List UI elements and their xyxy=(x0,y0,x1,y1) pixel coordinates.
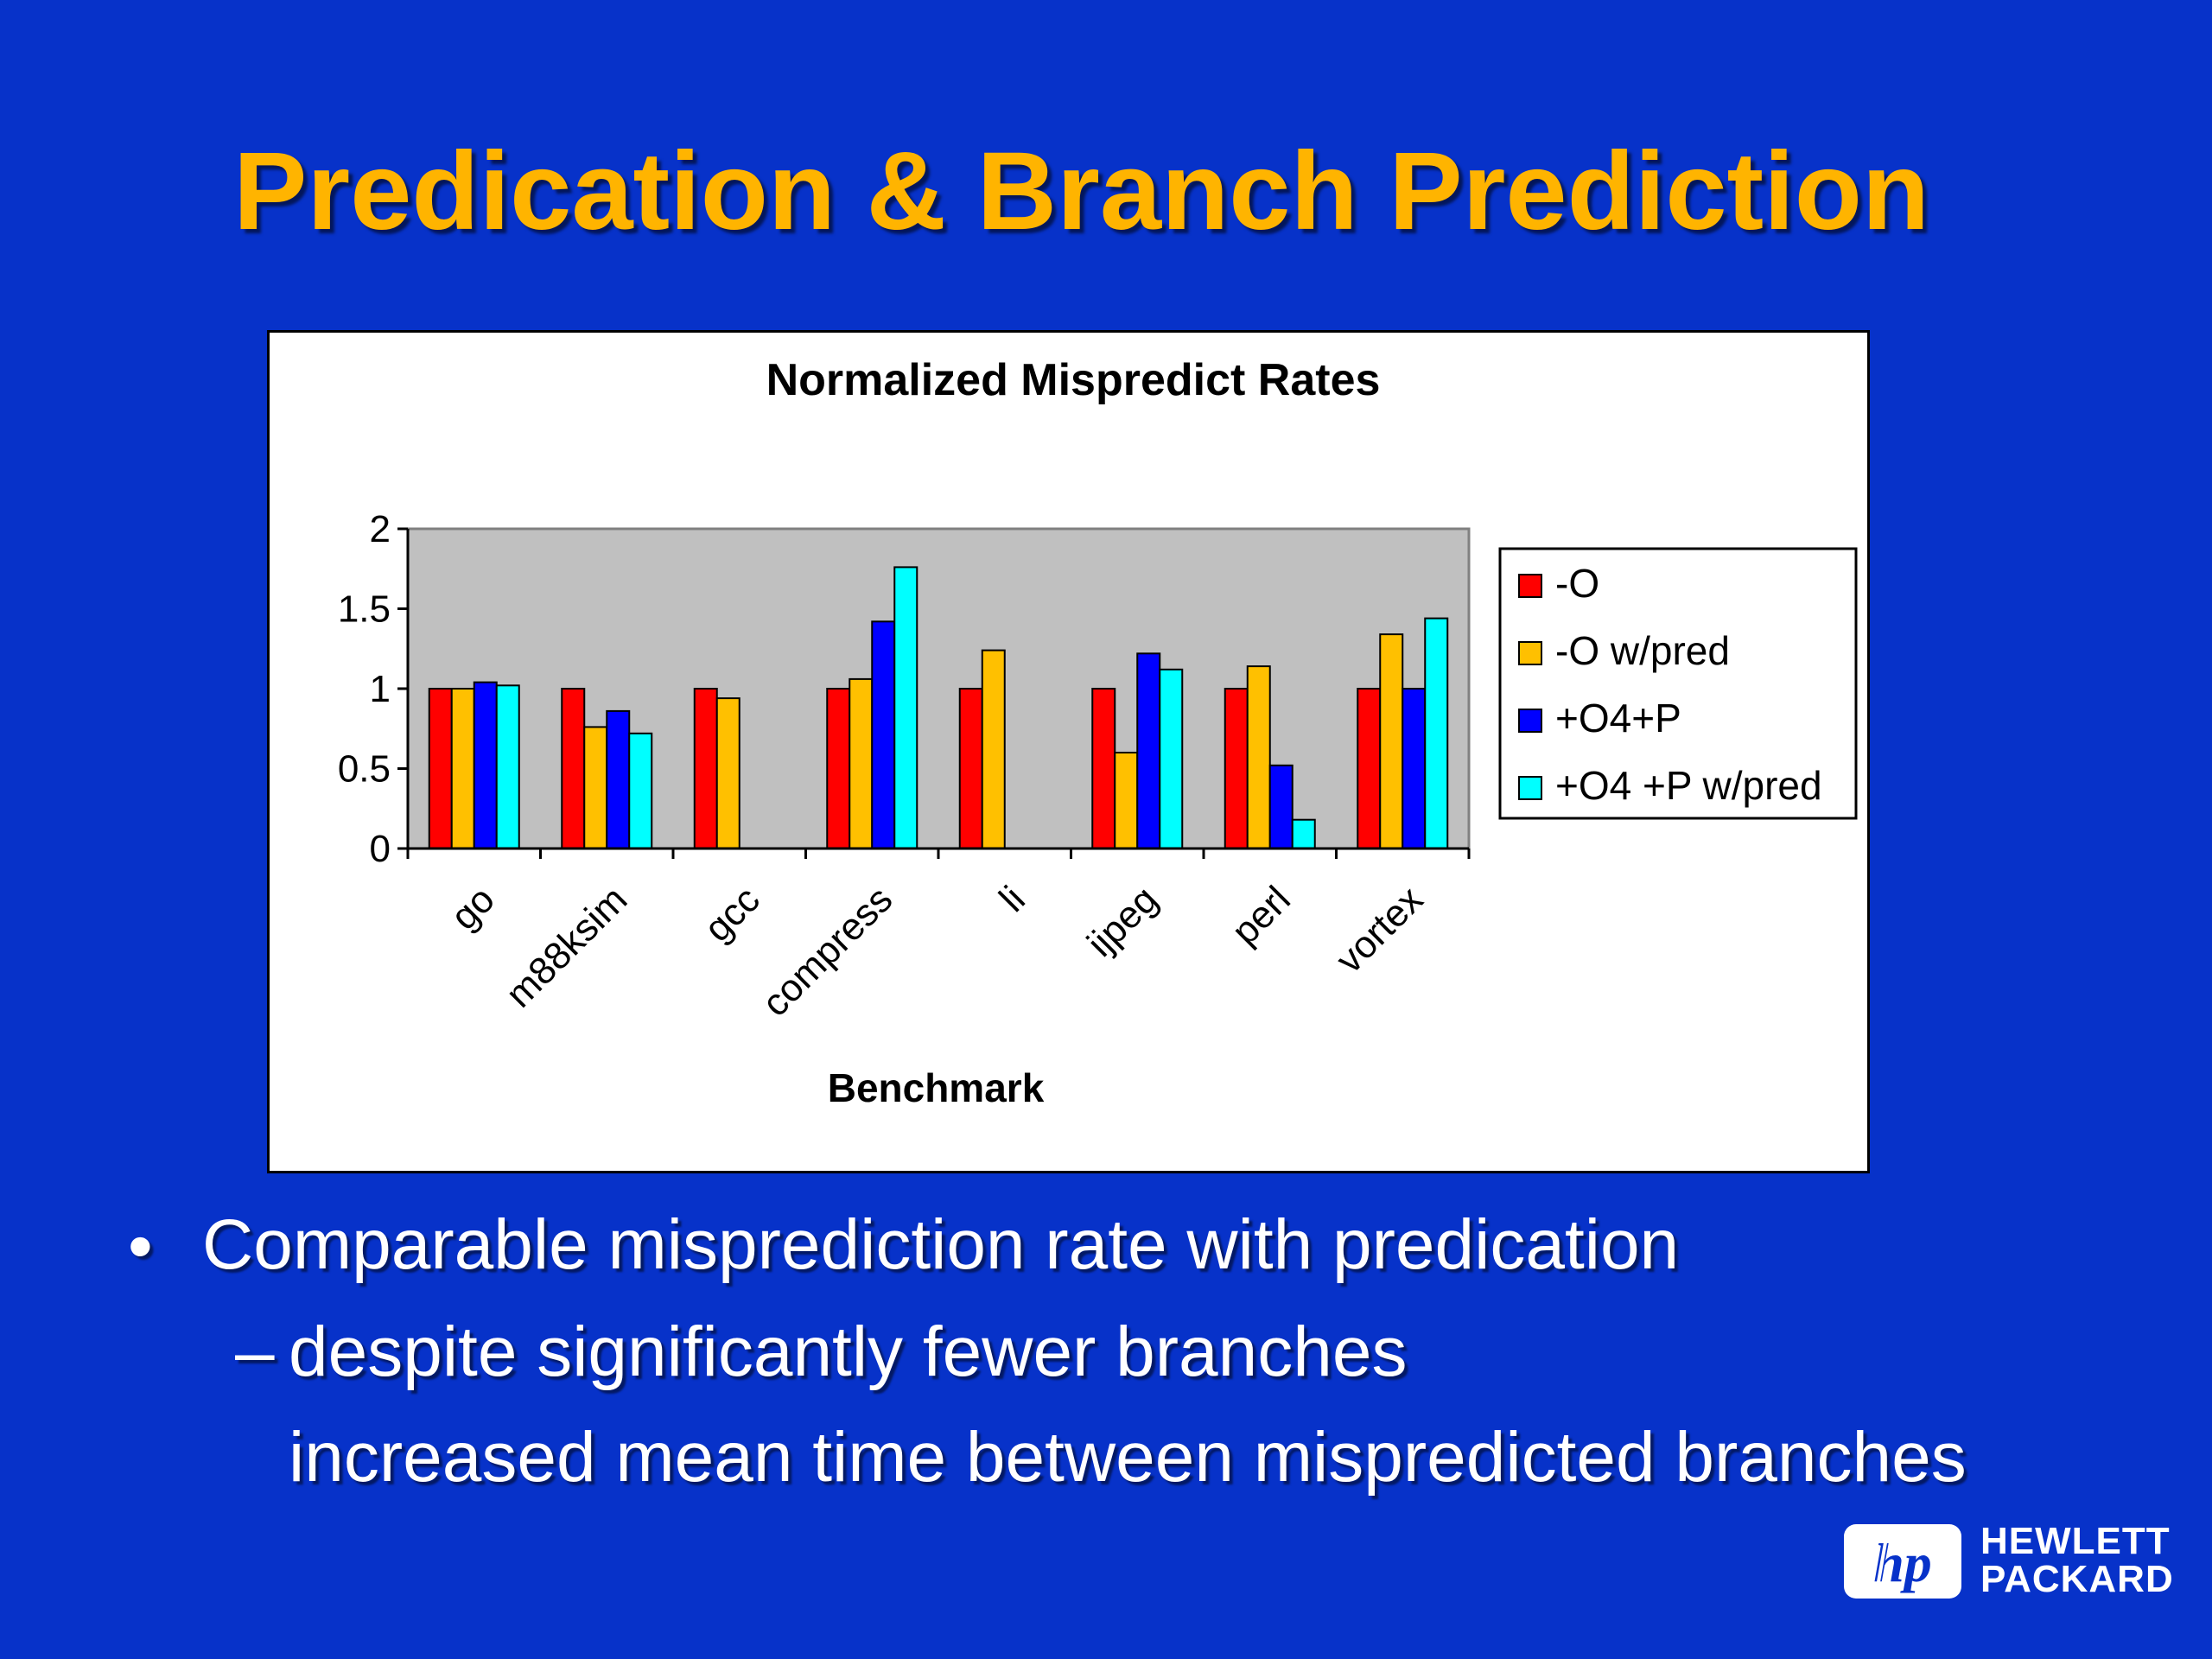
legend-swatch xyxy=(1518,776,1542,800)
legend-swatch xyxy=(1518,709,1542,733)
x-tick-label: go xyxy=(443,878,503,938)
x-tick-label: compress xyxy=(754,878,901,1025)
logo-text-line2: PACKARD xyxy=(1980,1558,2174,1600)
legend-label: +O4 +P w/pred xyxy=(1555,763,1822,808)
mispredict-rates-chart: Normalized Mispredict Rates Benchmark 0 0… xyxy=(338,355,1858,1110)
bar xyxy=(1246,665,1271,849)
bar xyxy=(893,566,918,849)
bar xyxy=(1091,688,1116,849)
bar xyxy=(1136,652,1161,849)
y-tick-label: 0 xyxy=(370,828,391,870)
hewlett-packard-logo: hp HEWLETT PACKARD xyxy=(1844,1519,2198,1605)
x-tick-label: gcc xyxy=(696,878,768,950)
x-tick-label: ijpeg xyxy=(1079,878,1166,964)
bar xyxy=(826,688,851,849)
logo-text-line1: HEWLETT xyxy=(1980,1520,2171,1562)
bar xyxy=(849,677,874,849)
sub-bullet-text: despite significantly fewer branches xyxy=(289,1313,1408,1391)
x-tick-label: m88ksim xyxy=(498,878,635,1015)
bar xyxy=(1379,633,1404,849)
bar xyxy=(1357,688,1382,849)
x-tick-label: li xyxy=(991,878,1033,919)
legend-label: +O4+P xyxy=(1555,696,1681,741)
y-tick-label: 2 xyxy=(370,508,391,550)
y-tick-label: 1.5 xyxy=(338,588,391,631)
bar xyxy=(1224,688,1249,849)
slide-title: Predication & Branch Prediction xyxy=(233,130,1930,253)
sub-bullet-marker: – xyxy=(235,1313,275,1391)
bar xyxy=(1159,668,1184,849)
bar xyxy=(1114,752,1139,849)
legend-label: -O w/pred xyxy=(1555,628,1730,673)
bar xyxy=(583,726,608,849)
bar xyxy=(561,688,586,849)
x-axis-label: Benchmark xyxy=(828,1065,1045,1110)
legend-label: -O xyxy=(1555,561,1599,606)
bar xyxy=(1402,688,1427,849)
chart-title: Normalized Mispredict Rates xyxy=(766,355,1381,405)
bullet-marker: • xyxy=(128,1207,153,1286)
bar xyxy=(450,688,475,849)
bullet-text: Comparable misprediction rate with predi… xyxy=(202,1205,1680,1284)
y-tick-label: 1 xyxy=(370,668,391,710)
bar xyxy=(1291,818,1316,850)
hp-logo-icon: hp xyxy=(1844,1524,1961,1599)
x-tick-label: perl xyxy=(1224,878,1299,953)
bar xyxy=(606,709,631,849)
bar xyxy=(473,681,498,849)
sub-bullet-continuation: increased mean time between mispredicted… xyxy=(289,1418,1967,1497)
legend-swatch xyxy=(1518,574,1542,598)
chart-container: Normalized Mispredict Rates Benchmark 0 0… xyxy=(267,330,1870,1173)
bar xyxy=(693,688,718,849)
bar xyxy=(1268,764,1294,849)
bar xyxy=(958,688,983,849)
legend-swatch xyxy=(1518,641,1542,665)
bar xyxy=(495,684,520,849)
legend-box xyxy=(1498,547,1858,820)
bar xyxy=(1424,617,1449,849)
bar xyxy=(871,620,896,849)
bar xyxy=(981,649,1006,849)
bar xyxy=(428,688,453,849)
x-tick-label: vortex xyxy=(1328,878,1431,981)
bar xyxy=(715,697,741,849)
bar xyxy=(628,732,653,849)
y-tick-label: 0.5 xyxy=(338,748,391,791)
